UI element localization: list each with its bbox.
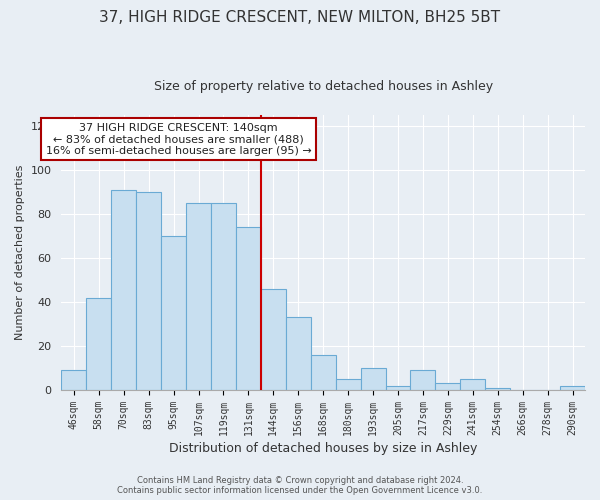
Text: Contains HM Land Registry data © Crown copyright and database right 2024.
Contai: Contains HM Land Registry data © Crown c… [118,476,482,495]
Text: 37, HIGH RIDGE CRESCENT, NEW MILTON, BH25 5BT: 37, HIGH RIDGE CRESCENT, NEW MILTON, BH2… [100,10,500,25]
Bar [410,370,436,390]
Title: Size of property relative to detached houses in Ashley: Size of property relative to detached ho… [154,80,493,93]
Bar [211,203,236,390]
Bar [261,289,286,390]
Text: 37 HIGH RIDGE CRESCENT: 140sqm
← 83% of detached houses are smaller (488)
16% of: 37 HIGH RIDGE CRESCENT: 140sqm ← 83% of … [46,122,311,156]
Bar [361,368,386,390]
Y-axis label: Number of detached properties: Number of detached properties [15,165,25,340]
Bar [86,298,111,390]
Bar [61,370,86,390]
Bar [136,192,161,390]
Bar [485,388,510,390]
Bar [386,386,410,390]
Bar [186,203,211,390]
Bar [436,384,460,390]
Bar [335,379,361,390]
Bar [460,379,485,390]
X-axis label: Distribution of detached houses by size in Ashley: Distribution of detached houses by size … [169,442,478,455]
Bar [111,190,136,390]
Bar [161,236,186,390]
Bar [560,386,585,390]
Bar [236,227,261,390]
Bar [311,355,335,390]
Bar [286,318,311,390]
